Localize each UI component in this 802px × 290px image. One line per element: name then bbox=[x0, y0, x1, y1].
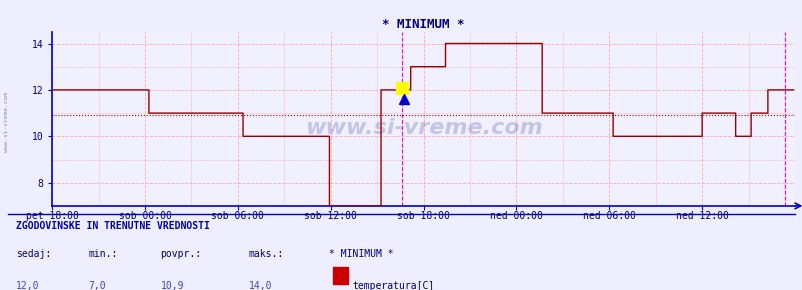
Text: www.si-vreme.com: www.si-vreme.com bbox=[304, 118, 542, 137]
Text: www.si-vreme.com: www.si-vreme.com bbox=[4, 92, 9, 152]
Text: 14,0: 14,0 bbox=[249, 281, 272, 290]
Text: min.:: min.: bbox=[88, 249, 118, 259]
Text: povpr.:: povpr.: bbox=[160, 249, 201, 259]
Text: 10,9: 10,9 bbox=[160, 281, 184, 290]
Text: 12,0: 12,0 bbox=[16, 281, 39, 290]
FancyBboxPatch shape bbox=[333, 267, 347, 284]
Text: sedaj:: sedaj: bbox=[16, 249, 51, 259]
Text: temperatura[C]: temperatura[C] bbox=[352, 281, 434, 290]
Title: * MINIMUM *: * MINIMUM * bbox=[382, 18, 464, 31]
Text: maks.:: maks.: bbox=[249, 249, 284, 259]
Text: * MINIMUM *: * MINIMUM * bbox=[329, 249, 393, 259]
Text: 7,0: 7,0 bbox=[88, 281, 106, 290]
Text: ZGODOVINSKE IN TRENUTNE VREDNOSTI: ZGODOVINSKE IN TRENUTNE VREDNOSTI bbox=[16, 221, 209, 231]
